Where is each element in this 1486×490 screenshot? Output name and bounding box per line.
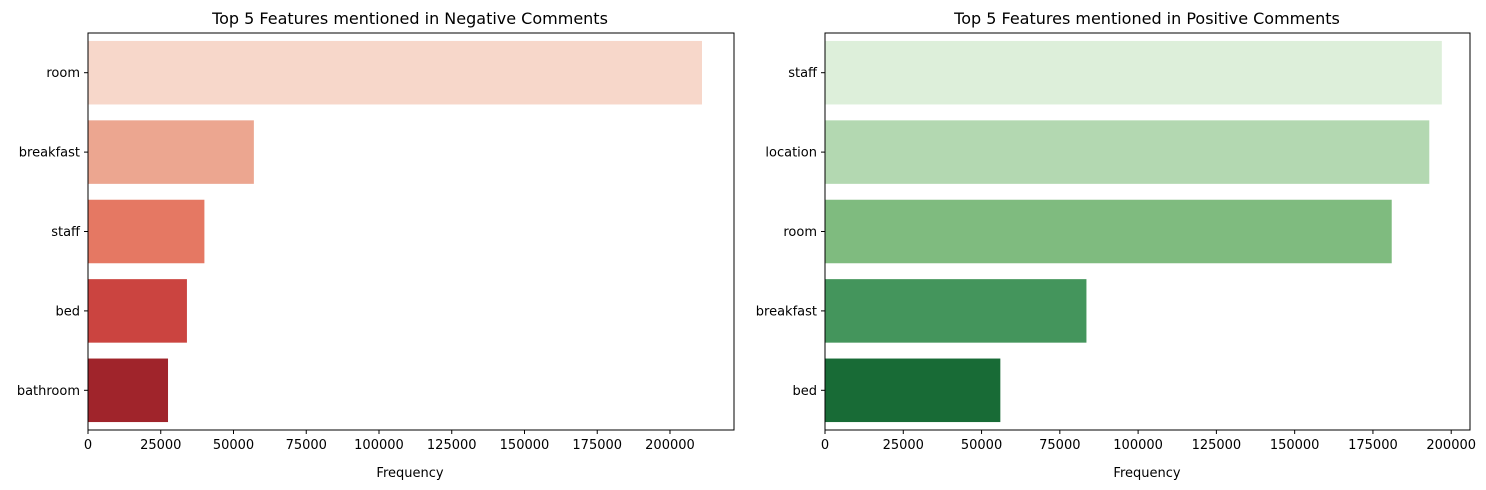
negative-plot-area: room breakfast staff bed bathroom 0 25000 50000… (17, 32, 735, 453)
negative-x-tick-label: 100000 (354, 438, 404, 453)
negative-bar-breakfast (88, 120, 254, 184)
negative-y-tick-label: staff (51, 225, 81, 240)
negative-x-tick-label: 175000 (572, 438, 622, 453)
negative-x-tick-label: 75000 (286, 438, 327, 453)
negative-y-tick-label: bed (55, 304, 80, 319)
negative-bar-bathroom (88, 358, 169, 423)
positive-y-tick-label: room (783, 225, 817, 240)
positive-y-tick-label: breakfast (756, 304, 817, 319)
negative-bar-staff (88, 199, 205, 264)
positive-x-tick-label: 125000 (1192, 438, 1242, 453)
negative-x-tick-label: 200000 (645, 438, 695, 453)
positive-x-tick-label: 50000 (961, 438, 1002, 453)
negative-x-tick-label: 125000 (427, 438, 477, 453)
negative-x-axis-label: Frequency (376, 466, 443, 481)
negative-chart-title: Top 5 Features mentioned in Negative Com… (211, 9, 608, 28)
negative-y-tick-label: room (46, 66, 80, 81)
positive-x-tick-label: 200000 (1426, 438, 1476, 453)
negative-x-tick-label: 50000 (213, 438, 254, 453)
positive-x-tick-label: 0 (821, 438, 829, 453)
negative-y-tick-label: breakfast (19, 146, 80, 161)
positive-x-tick-label: 100000 (1113, 438, 1163, 453)
positive-x-axis-label: Frequency (1113, 466, 1180, 481)
negative-bar-room (88, 40, 702, 105)
negative-chart: Top 5 Features mentioned in Negative Com… (17, 9, 735, 481)
positive-bar-breakfast (825, 279, 1087, 343)
negative-plot-frame (87, 32, 735, 431)
positive-x-tick-label: 175000 (1348, 438, 1398, 453)
negative-y-tick-label: bathroom (17, 384, 80, 399)
positive-x-tick-label: 25000 (883, 438, 924, 453)
positive-x-tick-label: 75000 (1039, 438, 1080, 453)
positive-bar-bed (825, 358, 1001, 423)
positive-x-tick-label: 150000 (1270, 438, 1320, 453)
positive-y-tick-label: bed (792, 384, 817, 399)
negative-x-tick-label: 0 (84, 438, 92, 453)
positive-plot-frame (824, 32, 1471, 431)
positive-chart: Top 5 Features mentioned in Positive Com… (756, 9, 1476, 481)
negative-x-tick-label: 150000 (500, 438, 550, 453)
positive-y-tick-label: location (765, 146, 817, 161)
positive-y-tick-label: staff (788, 66, 818, 81)
positive-bar-location (825, 120, 1430, 184)
positive-bar-staff (825, 40, 1442, 105)
positive-plot-area: staff location room breakfast bed 0 25000 50000… (756, 32, 1476, 453)
positive-bar-room (825, 199, 1392, 264)
positive-chart-title: Top 5 Features mentioned in Positive Com… (953, 9, 1340, 28)
negative-bar-bed (88, 279, 187, 343)
negative-x-tick-label: 25000 (140, 438, 181, 453)
